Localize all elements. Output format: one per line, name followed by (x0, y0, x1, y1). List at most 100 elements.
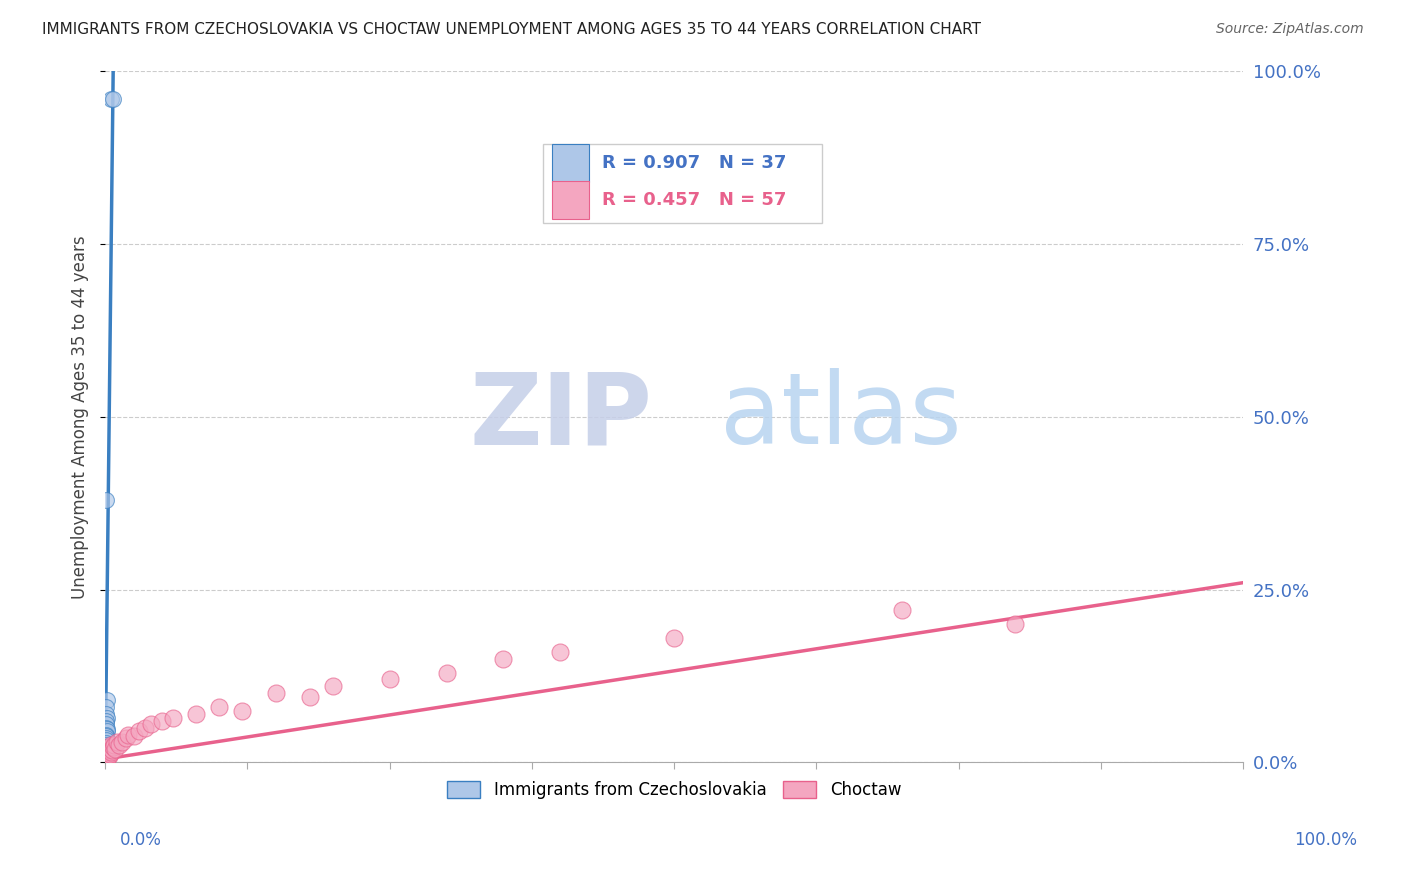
Point (111, 735, 134, 749)
Point (94, 752, 117, 766)
Point (96, 748, 118, 763)
Point (96, 740, 118, 755)
Point (378, 673, 401, 687)
Point (100, 745, 122, 759)
Point (96, 743, 118, 757)
Point (139, 717, 162, 731)
Point (94, 729, 117, 743)
Point (96, 693, 118, 707)
Point (96, 736, 118, 750)
Point (96, 721, 118, 735)
Point (890, 603, 912, 617)
Point (96, 733, 118, 747)
Text: 100.0%: 100.0% (1294, 831, 1357, 849)
Point (96, 752, 118, 766)
Point (108, 738, 131, 752)
Point (96, 492, 118, 507)
Text: R = 0.907   N = 37: R = 0.907 N = 37 (602, 154, 787, 172)
Point (662, 631, 685, 645)
Point (96, 724, 118, 739)
Text: R = 0.457   N = 57: R = 0.457 N = 57 (602, 192, 787, 210)
Point (150, 714, 173, 728)
Text: atlas: atlas (720, 368, 962, 466)
Point (96, 750, 118, 764)
Point (96, 748, 118, 763)
Point (122, 729, 145, 743)
Point (101, 743, 124, 757)
Point (298, 690, 321, 704)
Point (96, 752, 118, 766)
Point (96, 752, 118, 766)
Point (101, 740, 124, 755)
Point (264, 686, 287, 700)
Point (96, 745, 118, 759)
Point (96, 728, 118, 742)
Text: ZIP: ZIP (470, 368, 652, 466)
Point (96, 750, 118, 764)
Point (96, 752, 118, 766)
Bar (553, 144, 589, 182)
Point (100, 92, 122, 106)
Point (96, 731, 118, 746)
Point (101, 92, 124, 106)
Point (96, 752, 118, 766)
Point (96, 745, 118, 759)
Point (128, 724, 150, 739)
Point (98, 745, 121, 759)
Point (96, 752, 118, 766)
Point (96, 754, 118, 768)
Point (96, 750, 118, 764)
Point (96, 753, 118, 767)
Point (96, 752, 118, 766)
Point (97, 748, 120, 763)
Point (100, 738, 122, 752)
Point (436, 665, 458, 680)
Point (96, 707, 118, 722)
Point (98, 743, 121, 757)
Point (97, 747, 120, 761)
Point (97, 745, 120, 759)
Point (96, 755, 118, 769)
Point (117, 728, 139, 742)
Point (94, 700, 117, 714)
FancyBboxPatch shape (543, 144, 823, 223)
Point (97, 743, 120, 757)
Point (162, 710, 184, 724)
Point (96, 748, 118, 763)
Text: IMMIGRANTS FROM CZECHOSLOVAKIA VS CHOCTAW UNEMPLOYMENT AMONG AGES 35 TO 44 YEARS: IMMIGRANTS FROM CZECHOSLOVAKIA VS CHOCTA… (42, 22, 981, 37)
Point (550, 645, 572, 659)
Point (96, 710, 118, 724)
Point (231, 704, 253, 718)
Point (96, 750, 118, 764)
Point (322, 680, 344, 694)
Point (96, 753, 118, 767)
Point (186, 707, 208, 722)
Point (100, 741, 122, 756)
Point (96, 738, 118, 752)
Point (1004, 617, 1026, 632)
Point (105, 735, 128, 749)
Point (114, 731, 136, 746)
Point (97, 741, 120, 756)
Point (94, 741, 117, 756)
Point (96, 754, 118, 768)
Point (96, 752, 118, 766)
Point (96, 752, 118, 766)
Point (96, 755, 118, 769)
Point (96, 747, 118, 761)
Point (96, 747, 118, 761)
Y-axis label: Unemployment Among Ages 35 to 44 years: Unemployment Among Ages 35 to 44 years (72, 235, 89, 599)
Point (96, 747, 118, 761)
Point (96, 714, 118, 728)
Point (96, 752, 118, 766)
Point (208, 700, 231, 714)
Point (96, 751, 118, 765)
Point (96, 717, 118, 731)
Point (98, 740, 121, 755)
Text: Source: ZipAtlas.com: Source: ZipAtlas.com (1216, 22, 1364, 37)
Point (104, 741, 127, 756)
Point (98, 747, 121, 761)
Point (96, 723, 118, 737)
Point (96, 751, 118, 765)
Legend: Immigrants from Czechoslovakia, Choctaw: Immigrants from Czechoslovakia, Choctaw (440, 774, 908, 806)
